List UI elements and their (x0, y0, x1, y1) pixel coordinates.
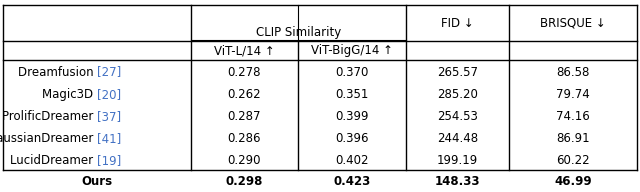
Text: 265.57: 265.57 (436, 65, 478, 79)
Text: [27]: [27] (97, 65, 121, 79)
Text: 86.58: 86.58 (556, 65, 589, 79)
Text: 0.370: 0.370 (335, 65, 369, 79)
Text: 74.16: 74.16 (556, 110, 589, 123)
Text: 0.351: 0.351 (335, 88, 369, 101)
Text: 0.278: 0.278 (228, 65, 261, 79)
Text: 0.287: 0.287 (228, 110, 261, 123)
Text: 0.290: 0.290 (228, 154, 261, 167)
Text: 86.91: 86.91 (556, 132, 589, 145)
Text: [20]: [20] (97, 88, 121, 101)
Text: GaussianDreamer: GaussianDreamer (0, 132, 97, 145)
Text: 244.48: 244.48 (436, 132, 478, 145)
Text: [37]: [37] (97, 110, 121, 123)
Text: 0.262: 0.262 (228, 88, 261, 101)
Text: 0.423: 0.423 (333, 175, 371, 188)
Text: 46.99: 46.99 (554, 175, 591, 188)
Text: Dreamfusion: Dreamfusion (17, 65, 97, 79)
Text: 0.286: 0.286 (228, 132, 261, 145)
Text: 199.19: 199.19 (436, 154, 478, 167)
Text: 60.22: 60.22 (556, 154, 589, 167)
Text: 285.20: 285.20 (437, 88, 477, 101)
Text: CLIP Similarity: CLIP Similarity (255, 26, 341, 39)
Text: FID ↓: FID ↓ (441, 17, 474, 30)
Text: 148.33: 148.33 (435, 175, 480, 188)
Text: 0.298: 0.298 (226, 175, 263, 188)
Text: 0.402: 0.402 (335, 154, 369, 167)
Text: Ours: Ours (81, 175, 113, 188)
Text: 254.53: 254.53 (437, 110, 477, 123)
Text: ProlificDreamer: ProlificDreamer (2, 110, 97, 123)
Text: LucidDreamer: LucidDreamer (10, 154, 97, 167)
Text: 0.399: 0.399 (335, 110, 369, 123)
Text: 0.396: 0.396 (335, 132, 369, 145)
Text: Magic3D: Magic3D (42, 88, 97, 101)
Text: [41]: [41] (97, 132, 121, 145)
Text: ViT-L/14 ↑: ViT-L/14 ↑ (214, 44, 275, 57)
Text: 79.74: 79.74 (556, 88, 589, 101)
Text: BRISQUE ↓: BRISQUE ↓ (540, 17, 605, 30)
Text: [19]: [19] (97, 154, 121, 167)
Text: ViT-BigG/14 ↑: ViT-BigG/14 ↑ (311, 44, 393, 57)
